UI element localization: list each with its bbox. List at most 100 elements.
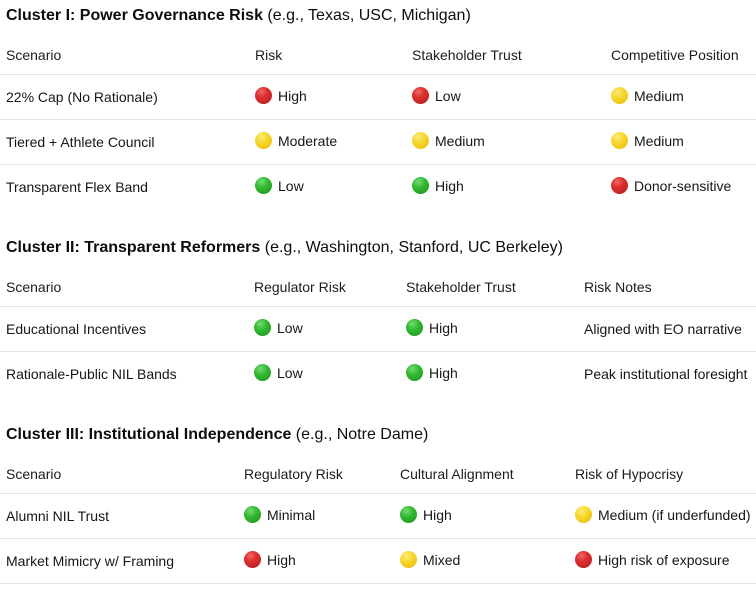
cluster-title-bold: Cluster II: Transparent Reformers <box>6 239 261 256</box>
scenario-cell: Alumni NIL Trust <box>0 493 238 539</box>
status-wrap: Low <box>255 177 304 194</box>
column-header: Stakeholder Trust <box>400 267 578 307</box>
status-wrap: Peak institutional foresight <box>584 366 747 382</box>
status-wrap: Aligned with EO narrative <box>584 321 742 337</box>
status-label: Low <box>277 364 303 381</box>
status-dot-icon <box>575 551 592 568</box>
status-dot-icon <box>244 506 261 523</box>
cluster-title: Cluster I: Power Governance Risk (e.g., … <box>0 7 756 25</box>
status-cell: High <box>400 352 578 397</box>
cluster-title-examples: (e.g., Washington, Stanford, UC Berkeley… <box>260 239 563 256</box>
status-cell: Mixed <box>394 538 569 584</box>
status-label: Aligned with EO narrative <box>584 321 742 337</box>
status-wrap: Minimal <box>244 506 315 523</box>
status-label: Medium <box>435 132 485 149</box>
status-cell: Medium (if underfunded) <box>569 493 756 539</box>
cluster-title: Cluster II: Transparent Reformers (e.g.,… <box>0 239 756 257</box>
status-cell: Low <box>248 352 400 397</box>
scenario-cell: Market Mimicry w/ Framing <box>0 538 238 584</box>
status-dot-icon <box>412 132 429 149</box>
status-cell: Medium <box>605 119 756 165</box>
status-label: Minimal <box>267 506 316 523</box>
column-header-scenario: Scenario <box>0 454 238 494</box>
status-cell: High risk of exposure <box>569 538 756 584</box>
column-header: Risk Notes <box>578 267 756 307</box>
status-label: Peak institutional foresight <box>584 366 748 382</box>
status-dot-icon <box>254 319 271 336</box>
status-dot-icon <box>400 551 417 568</box>
status-cell: Donor-sensitive <box>605 165 756 210</box>
status-wrap: High <box>406 319 458 336</box>
status-label: High <box>278 87 307 104</box>
header-row: Scenario Regulatory Risk Cultural Alignm… <box>0 454 756 494</box>
scenario-cell: Educational Incentives <box>0 306 248 352</box>
status-wrap: Medium <box>412 132 485 149</box>
cluster-section: Cluster III: Institutional Independence … <box>0 426 756 584</box>
status-label: High <box>429 364 458 381</box>
scenario-cell: 22% Cap (No Rationale) <box>0 74 249 120</box>
status-label: Donor-sensitive <box>634 177 732 194</box>
status-wrap: Low <box>254 319 303 336</box>
column-header: Competitive Position <box>605 35 756 75</box>
column-header-scenario: Scenario <box>0 35 249 75</box>
status-dot-icon <box>412 87 429 104</box>
cluster-title-examples: (e.g., Notre Dame) <box>291 426 429 443</box>
status-label: Moderate <box>278 132 338 149</box>
status-cell: Low <box>249 165 406 210</box>
column-header: Regulator Risk <box>248 267 400 307</box>
table-row: Alumni NIL Trust Minimal High Medium (if… <box>0 493 756 539</box>
status-cell: Low <box>248 306 400 352</box>
status-wrap: High risk of exposure <box>575 551 730 568</box>
column-header: Cultural Alignment <box>394 454 569 494</box>
column-header-scenario: Scenario <box>0 267 248 307</box>
status-label: High <box>267 551 296 568</box>
status-wrap: High <box>255 87 307 104</box>
column-header: Risk of Hypocrisy <box>569 454 756 494</box>
status-cell: High <box>406 165 605 210</box>
status-wrap: Moderate <box>255 132 337 149</box>
status-wrap: Mixed <box>400 551 460 568</box>
cluster-table: Scenario Risk Stakeholder Trust Competit… <box>0 35 756 209</box>
status-cell: High <box>394 493 569 539</box>
status-wrap: Medium (if underfunded) <box>575 506 751 523</box>
status-label: High <box>429 319 458 336</box>
status-dot-icon <box>611 177 628 194</box>
header-row: Scenario Regulator Risk Stakeholder Trus… <box>0 267 756 307</box>
cluster-section: Cluster II: Transparent Reformers (e.g.,… <box>0 239 756 396</box>
column-header: Risk <box>249 35 406 75</box>
status-wrap: High <box>400 506 452 523</box>
scenario-cell: Rationale-Public NIL Bands <box>6 366 177 382</box>
status-cell: Moderate <box>249 119 406 165</box>
header-row: Scenario Risk Stakeholder Trust Competit… <box>0 35 756 75</box>
status-label: Low <box>278 177 304 194</box>
table-row: Transparent Flex Band Low High Donor-sen… <box>0 165 756 210</box>
status-dot-icon <box>412 177 429 194</box>
status-wrap: Donor-sensitive <box>611 177 731 194</box>
status-dot-icon <box>406 364 423 381</box>
status-label: Low <box>277 319 303 336</box>
status-wrap: Low <box>254 364 303 381</box>
status-wrap: Low <box>412 87 461 104</box>
status-label: High <box>435 177 464 194</box>
status-dot-icon <box>575 506 592 523</box>
status-dot-icon <box>255 87 272 104</box>
cluster-table: Scenario Regulator Risk Stakeholder Trus… <box>0 267 756 396</box>
status-cell: High <box>249 74 406 120</box>
status-wrap: Medium <box>611 87 684 104</box>
status-label: Medium <box>634 87 684 104</box>
cluster-title: Cluster III: Institutional Independence … <box>0 426 756 444</box>
status-dot-icon <box>255 132 272 149</box>
status-dot-icon <box>255 177 272 194</box>
scenario-cell: Transparent Flex Band <box>6 179 148 195</box>
status-dot-icon <box>611 87 628 104</box>
column-header: Stakeholder Trust <box>406 35 605 75</box>
status-cell: Medium <box>406 119 605 165</box>
table-row: 22% Cap (No Rationale) High Low Medium <box>0 74 756 120</box>
status-wrap: Medium <box>611 132 684 149</box>
cluster-section: Cluster I: Power Governance Risk (e.g., … <box>0 7 756 209</box>
table-row: Market Mimicry w/ Framing High Mixed Hig… <box>0 538 756 584</box>
status-cell: Minimal <box>238 493 394 539</box>
cluster-title-bold: Cluster I: Power Governance Risk <box>6 7 263 24</box>
scenario-cell: Tiered + Athlete Council <box>0 119 249 165</box>
